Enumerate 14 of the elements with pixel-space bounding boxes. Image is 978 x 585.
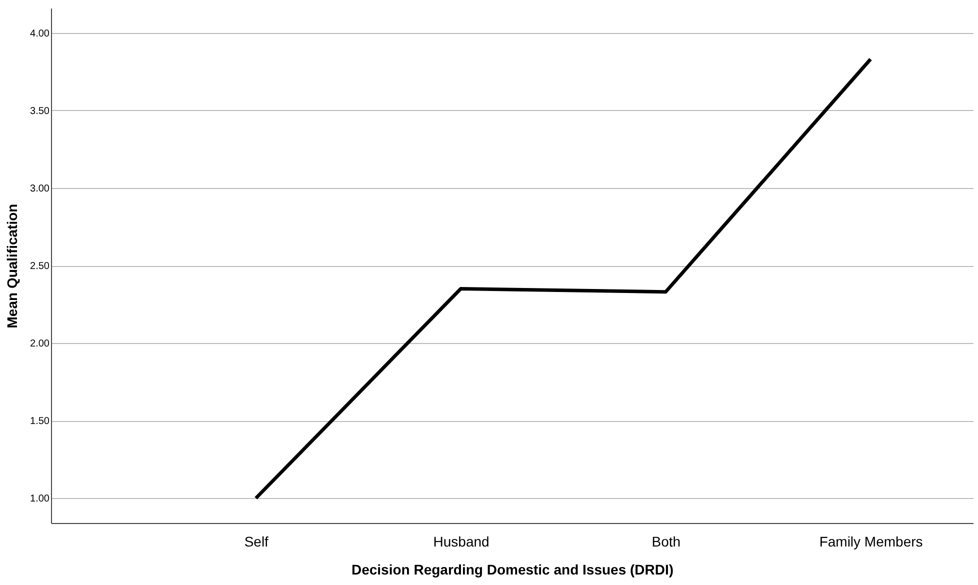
line-series xyxy=(254,57,872,500)
x-axis-title: Decision Regarding Domestic and Issues (DRDI) xyxy=(351,562,674,578)
y-tick-label: 3.00 xyxy=(30,183,50,194)
y-tick-label: 2.50 xyxy=(30,261,50,272)
y-tick-label: 1.00 xyxy=(30,494,50,505)
y-tick-label: 1.50 xyxy=(30,416,50,428)
x-tick-label: Family Members xyxy=(819,534,923,550)
y-tick-label: 2.00 xyxy=(30,338,50,350)
x-tick-label: Husband xyxy=(433,534,490,550)
y-axis-title: Mean Qualification xyxy=(4,204,20,328)
x-tick-label: Self xyxy=(244,534,269,550)
y-tick-label: 3.50 xyxy=(30,106,50,117)
x-tick-label: Both xyxy=(652,534,681,550)
y-tick-label: 4.00 xyxy=(30,28,50,40)
